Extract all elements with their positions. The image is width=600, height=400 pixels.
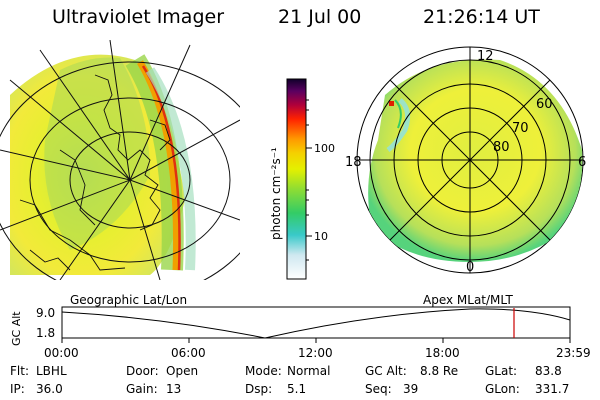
info-seq-value: 39 xyxy=(403,382,419,396)
mlt-grid xyxy=(357,47,583,273)
info-mode-value: Normal xyxy=(287,364,331,378)
lat-label-60: 60 xyxy=(536,97,553,112)
lat-label-70: 70 xyxy=(512,121,529,136)
info-door-value: Open xyxy=(166,364,199,378)
mlt-label-12: 12 xyxy=(477,49,494,64)
altitude-ylabel: GC Alt xyxy=(10,311,23,346)
info-gain-label: Gain: xyxy=(126,382,158,396)
colorbar-tick-100: 100 xyxy=(314,142,335,155)
apex-label: Apex MLat/MLT xyxy=(423,293,513,307)
mlt-label-6: 6 xyxy=(578,155,586,170)
instrument-title: Ultraviolet Imager xyxy=(52,6,225,28)
altitude-plot: 9.0 1.8 GC Alt 00:00 06:00 12:00 18:00 2… xyxy=(10,306,591,360)
lat-label-80: 80 xyxy=(493,140,510,155)
mlt-label-0: 0 xyxy=(466,260,474,275)
geographic-image xyxy=(0,40,240,280)
info-mode-label: Mode: xyxy=(245,364,282,378)
altitude-curve xyxy=(61,308,571,339)
info-door-label: Door: xyxy=(126,364,159,378)
mlt-label-18: 18 xyxy=(345,155,362,170)
xtick-1800: 18:00 xyxy=(425,346,460,360)
ytick-9: 9.0 xyxy=(36,306,55,320)
info-gcalt-label: GC Alt: xyxy=(365,364,407,378)
colorbar-tick-10: 10 xyxy=(314,230,328,243)
info-ip-label: IP: xyxy=(10,382,25,396)
date-label: 21 Jul 00 xyxy=(278,6,362,28)
info-gain-value: 13 xyxy=(166,382,182,396)
mlt-image xyxy=(357,59,583,262)
info-flt-value: LBHL xyxy=(36,364,67,378)
xtick-2359: 23:59 xyxy=(556,346,591,360)
info-glat-value: 83.8 xyxy=(535,364,562,378)
info-glon-value: 331.7 xyxy=(535,382,570,396)
colorbar xyxy=(286,78,307,280)
info-seq-label: Seq: xyxy=(365,382,392,396)
xtick-1200: 12:00 xyxy=(298,346,333,360)
info-flt-label: Flt: xyxy=(10,364,29,378)
xtick-0000: 00:00 xyxy=(44,346,79,360)
ytick-1-8: 1.8 xyxy=(36,326,55,340)
info-glat-label: GLat: xyxy=(485,364,518,378)
info-glon-label: GLon: xyxy=(485,382,520,396)
xtick-0600: 06:00 xyxy=(171,346,206,360)
info-dsp-value: 5.1 xyxy=(287,382,307,396)
image-panels: 100 10 photon cm⁻²s⁻¹ 12 18 6 0 60 70 80 xyxy=(0,40,586,280)
geographic-label: Geographic Lat/Lon xyxy=(70,293,188,307)
info-ip-value: 36.0 xyxy=(36,382,63,396)
info-gcalt-value: 8.8 Re xyxy=(420,364,459,378)
colorbar-unit-label: photon cm⁻²s⁻¹ xyxy=(269,147,283,240)
time-label: 21:26:14 UT xyxy=(423,6,540,28)
info-dsp-label: Dsp: xyxy=(245,382,273,396)
